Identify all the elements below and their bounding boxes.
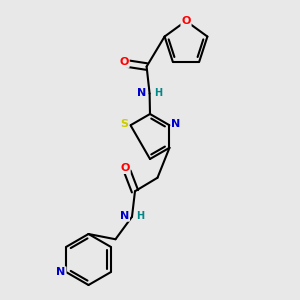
Text: O: O bbox=[181, 16, 191, 26]
Text: H: H bbox=[154, 88, 162, 98]
Text: N: N bbox=[137, 88, 147, 98]
Text: N: N bbox=[120, 211, 129, 221]
Text: H: H bbox=[136, 211, 144, 221]
Text: N: N bbox=[56, 267, 66, 277]
Text: O: O bbox=[120, 163, 130, 173]
Text: O: O bbox=[119, 57, 129, 67]
Text: N: N bbox=[172, 119, 181, 129]
Text: S: S bbox=[121, 119, 128, 129]
